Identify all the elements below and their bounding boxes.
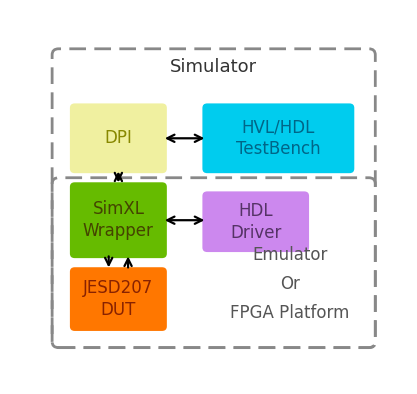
Text: Simulator: Simulator — [170, 58, 257, 76]
FancyBboxPatch shape — [70, 103, 167, 173]
FancyBboxPatch shape — [202, 191, 309, 252]
FancyBboxPatch shape — [70, 182, 167, 258]
FancyBboxPatch shape — [70, 267, 167, 331]
FancyBboxPatch shape — [202, 103, 354, 173]
Text: HDL
Driver: HDL Driver — [230, 202, 281, 242]
Text: Emulator
Or
FPGA Platform: Emulator Or FPGA Platform — [230, 246, 349, 322]
Text: HVL/HDL
TestBench: HVL/HDL TestBench — [236, 118, 321, 158]
Text: JESD207
DUT: JESD207 DUT — [83, 279, 153, 319]
Text: SimXL
Wrapper: SimXL Wrapper — [83, 200, 154, 240]
Text: DPI: DPI — [104, 129, 132, 147]
